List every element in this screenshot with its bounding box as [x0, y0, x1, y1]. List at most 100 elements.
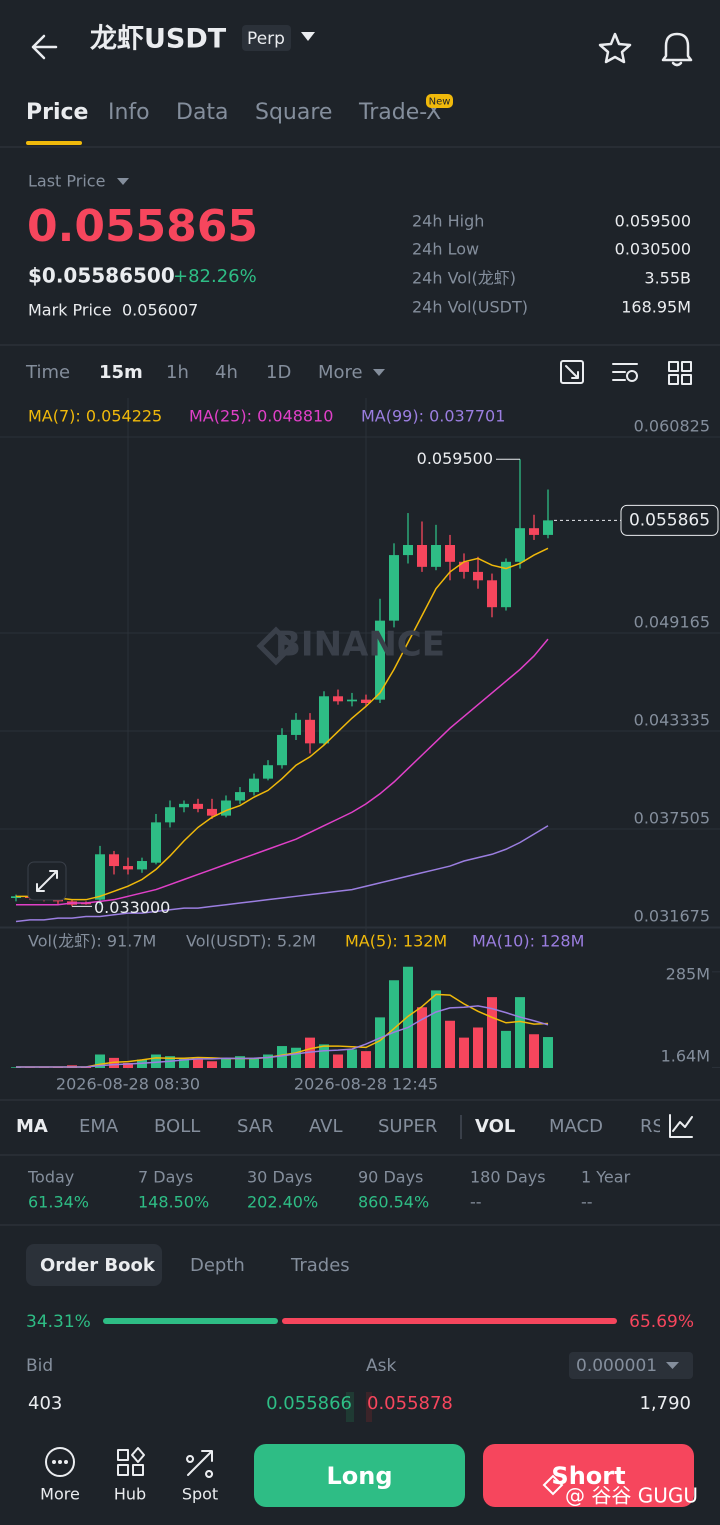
interval[interactable]: 15m	[99, 362, 143, 383]
candle-body	[109, 854, 119, 867]
volume-bar	[95, 1054, 105, 1068]
candle-body	[361, 699, 371, 704]
volume-bar	[277, 1046, 287, 1068]
last-price-dropdown[interactable]	[117, 178, 129, 185]
tab[interactable]: Data	[176, 100, 229, 125]
candle-body	[389, 555, 399, 621]
nav-label[interactable]: Spot	[182, 1485, 218, 1504]
favorite-button[interactable]	[598, 32, 632, 64]
period-label: Today	[27, 1168, 74, 1187]
volume-legend: Vol(龙虾): 91.7M	[28, 932, 156, 951]
chart-overlay: 0.060825 0.049165 0.043335 0.037505 0.031675…	[28, 407, 719, 1094]
indicator[interactable]: EMA	[79, 1116, 119, 1137]
indicator-settings[interactable]	[669, 1114, 693, 1138]
long-button[interactable]	[254, 1444, 465, 1507]
legend-entry: MA(25): 0.048810	[189, 407, 333, 426]
candle-body	[473, 571, 483, 581]
period-label: 30 Days	[247, 1168, 312, 1187]
candle-body	[193, 803, 203, 809]
indicator[interactable]: AVL	[309, 1116, 343, 1137]
more-icon[interactable]	[45, 1447, 75, 1477]
period-value: 61.34%	[28, 1193, 89, 1212]
x-tick-label: 2026-08-28 08:30	[56, 1075, 200, 1094]
last-price-tag	[620, 504, 719, 536]
period-label: 1 Year	[581, 1168, 631, 1187]
tab[interactable]: Price	[26, 100, 88, 125]
ask-qty: 1,790	[639, 1393, 691, 1414]
candle-body	[291, 719, 301, 735]
candle-body	[319, 696, 329, 744]
stats: 24h High 0.059500 24h Low 0.030500 24h V…	[412, 212, 691, 317]
last-price-label[interactable]: Last Price	[28, 172, 105, 191]
indicator[interactable]: MACD	[549, 1116, 603, 1137]
perp-badge-bg	[242, 25, 291, 51]
tab-underline	[26, 141, 82, 145]
interval[interactable]: 1h	[166, 362, 189, 383]
short-button[interactable]	[483, 1444, 694, 1507]
interval[interactable]: More	[318, 362, 363, 383]
candle-body	[123, 866, 133, 870]
precision-arrow	[666, 1362, 679, 1369]
interval[interactable]: 1D	[266, 362, 291, 383]
indicator[interactable]: VOL	[475, 1116, 515, 1137]
ask-label: Ask	[366, 1356, 396, 1376]
indicator[interactable]: SUPER	[378, 1116, 437, 1137]
candle-body	[375, 620, 385, 700]
precision-select[interactable]	[569, 1352, 693, 1379]
back-button[interactable]	[31, 34, 58, 60]
candle-body	[53, 899, 63, 902]
performance: Today 61.34% 7 Days 148.50% 30 Days 202.…	[27, 1168, 631, 1212]
alert-button[interactable]	[661, 32, 693, 67]
volume-bar	[431, 990, 441, 1068]
volume-bar	[151, 1054, 161, 1068]
book-tab[interactable]: Depth	[190, 1255, 245, 1276]
y-tick-label: 1.64M	[661, 1047, 710, 1066]
y-tick-label: 0.043335	[634, 710, 710, 729]
mark-price: 0.056007	[122, 301, 198, 320]
bid-depth	[346, 1392, 354, 1422]
candle-body	[277, 734, 287, 766]
watermark-logo	[542, 1474, 564, 1496]
book-tab[interactable]: Trades	[290, 1255, 350, 1276]
volume-bar	[501, 1030, 511, 1068]
nav-label[interactable]: Hub	[114, 1485, 146, 1504]
interval[interactable]: Time	[25, 362, 70, 383]
hub-icon[interactable]	[117, 1447, 145, 1476]
interval[interactable]: 4h	[215, 362, 238, 383]
tab[interactable]: Info	[108, 100, 150, 125]
volume-bar	[515, 997, 525, 1068]
candle-body	[263, 765, 273, 779]
more-dropdown[interactable]	[373, 369, 385, 376]
indicator[interactable]: RSI	[640, 1116, 669, 1137]
indicator[interactable]: BOLL	[154, 1116, 200, 1137]
indicator-tabs: MA EMA BOLL SAR AVL SUPER VOL MACD RSI	[16, 1115, 669, 1139]
volume-bar	[249, 1057, 259, 1068]
y-tick-label: 285M	[666, 964, 710, 983]
candle-body	[165, 807, 175, 823]
candle-body	[501, 561, 511, 608]
volume-bar	[445, 1020, 455, 1068]
new-badge-bg	[426, 94, 453, 108]
bid-price: 0.055866	[266, 1393, 352, 1414]
nav-label[interactable]: More	[40, 1485, 80, 1504]
book-tab[interactable]: Order Book	[40, 1255, 156, 1276]
high-label: 0.059500	[417, 449, 493, 468]
candle-body	[235, 792, 245, 801]
volume-bar	[389, 980, 399, 1068]
volume-bar	[403, 966, 413, 1068]
legend-entry: MA(10): 128M	[472, 932, 584, 951]
stat-value: 168.95M	[621, 298, 691, 317]
spot-icon[interactable]	[186, 1450, 214, 1478]
watermark-logo	[256, 626, 296, 666]
indicator[interactable]: MA	[16, 1116, 48, 1137]
volume-bar	[221, 1057, 231, 1068]
chart-tools[interactable]	[560, 360, 692, 385]
symbol-dropdown[interactable]	[301, 32, 315, 41]
volume-bar	[375, 1017, 385, 1068]
volume-bar	[319, 1044, 329, 1068]
legend-entry: MA(5): 132M	[345, 932, 447, 951]
tab[interactable]: Square	[255, 100, 332, 125]
ma-line	[16, 547, 549, 901]
symbol-title: 龙虾USDT	[90, 24, 227, 55]
indicator[interactable]: SAR	[237, 1116, 274, 1137]
